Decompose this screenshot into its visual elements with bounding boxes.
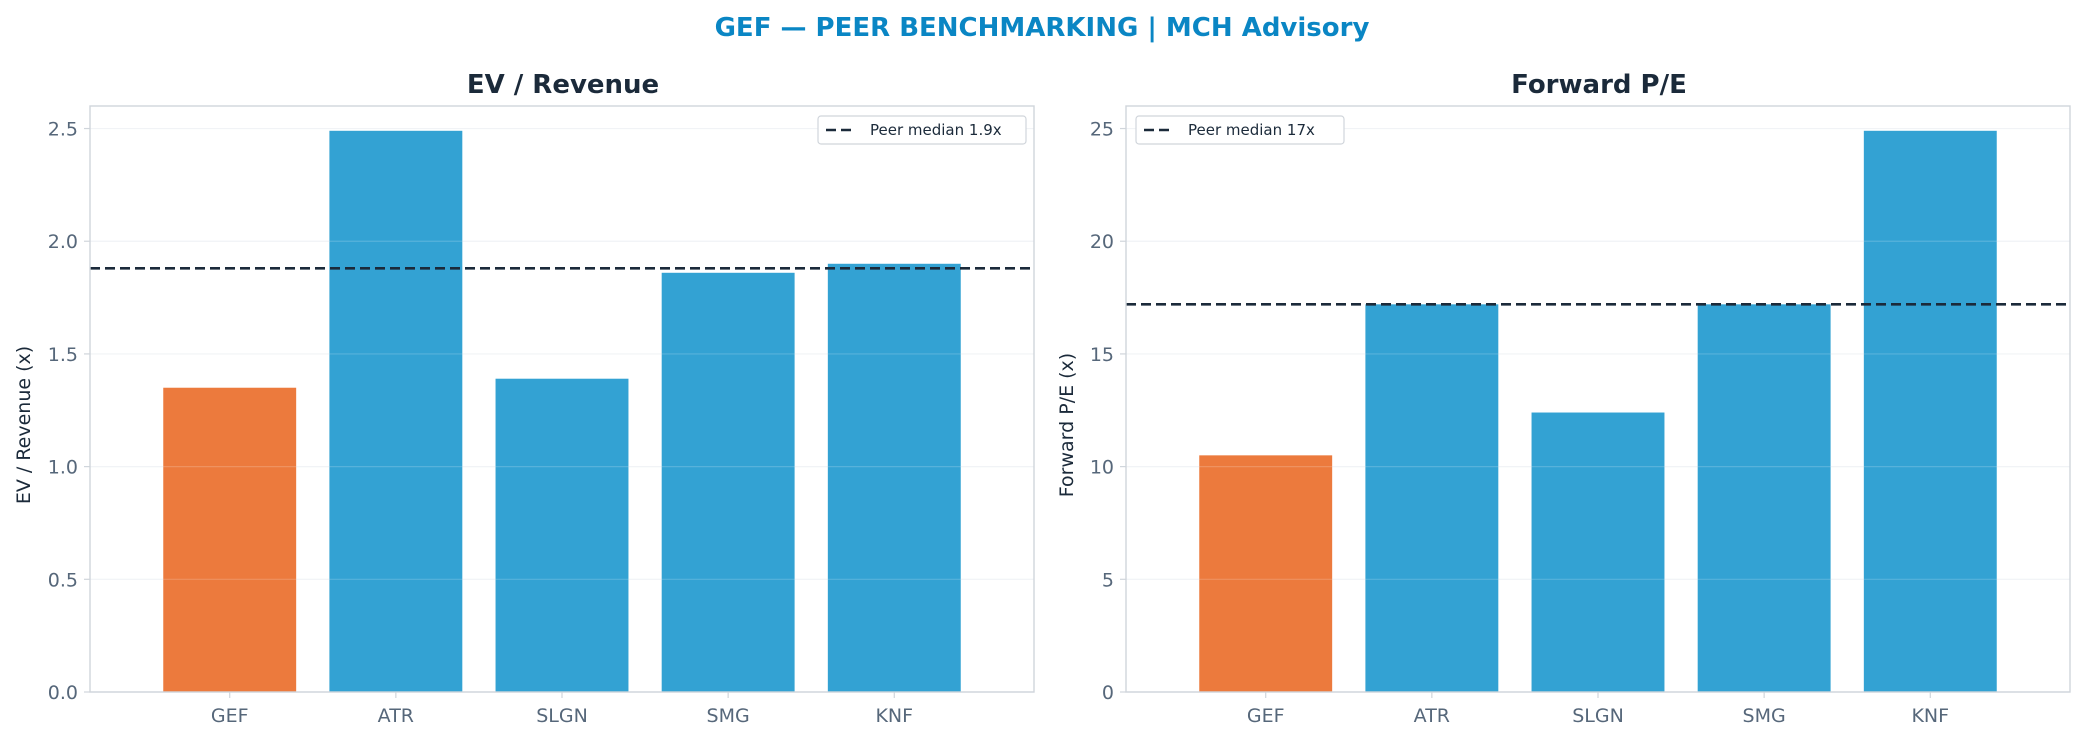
x-tick-label: GEF	[1247, 705, 1285, 727]
x-tick-label: SMG	[1743, 705, 1786, 727]
y-tick-label: 25	[1090, 119, 1114, 141]
y-tick-label: 2.5	[48, 119, 78, 141]
figure-title: GEF — PEER BENCHMARKING | MCH Advisory	[715, 13, 1370, 43]
x-tick-label: ATR	[378, 705, 414, 727]
bar-knf	[827, 263, 961, 692]
legend-label: Peer median 1.9x	[870, 121, 1002, 139]
y-tick-label: 0.0	[48, 682, 78, 704]
y-tick-label: 20	[1090, 231, 1114, 253]
bar-smg	[661, 272, 795, 692]
panel-title: Forward P/E	[1511, 70, 1687, 100]
forward-pe-panel: Forward P/E Forward P/E (x) 0 5 10 15 20 25 GE…	[1056, 70, 2071, 727]
bar-smg	[1697, 304, 1831, 692]
bar-atr	[329, 130, 463, 693]
y-tick-label: 5	[1102, 569, 1114, 591]
bar-slgn	[495, 378, 629, 692]
x-tick-label: KNF	[1911, 705, 1949, 727]
y-tick-label: 1.0	[48, 457, 78, 479]
legend-label: Peer median 17x	[1188, 121, 1315, 139]
x-tick-label: SLGN	[536, 705, 588, 727]
bar-atr	[1365, 304, 1499, 692]
x-tick-label: GEF	[211, 705, 249, 727]
x-tick-label: SLGN	[1572, 705, 1624, 727]
x-tick-label: KNF	[875, 705, 913, 727]
y-tick-label: 2.0	[48, 231, 78, 253]
x-tick-label: SMG	[707, 705, 750, 727]
y-tick-label: 0	[1102, 682, 1114, 704]
bar-gef	[163, 387, 297, 692]
plot-frame	[89, 105, 1035, 693]
ev-revenue-panel: EV / Revenue EV / Revenue (x) 0.0 0.5 1.0 1…	[13, 70, 1035, 727]
plot-area: 0 5 10 15 20 25 GEF ATR SLGN SMG KNF Peer median 17…	[1090, 105, 2071, 727]
y-axis-label: EV / Revenue (x)	[13, 346, 35, 504]
legend	[817, 115, 1027, 145]
bar-knf	[1863, 130, 1997, 693]
y-tick-label: 1.5	[48, 344, 78, 366]
y-tick-label: 0.5	[48, 569, 78, 591]
x-tick-label: ATR	[1414, 705, 1450, 727]
bar-gef	[1199, 455, 1333, 692]
legend	[1135, 115, 1345, 145]
y-tick-label: 15	[1090, 344, 1114, 366]
plot-area: 0.0 0.5 1.0 1.5 2.0 2.5 GEF ATR SLGN SMG KNF Peer m…	[48, 105, 1035, 727]
bar-slgn	[1531, 412, 1665, 692]
y-tick-label: 10	[1090, 457, 1114, 479]
y-axis-label: Forward P/E (x)	[1056, 353, 1078, 497]
panel-title: EV / Revenue	[467, 70, 659, 100]
plot-frame	[1125, 105, 2071, 693]
